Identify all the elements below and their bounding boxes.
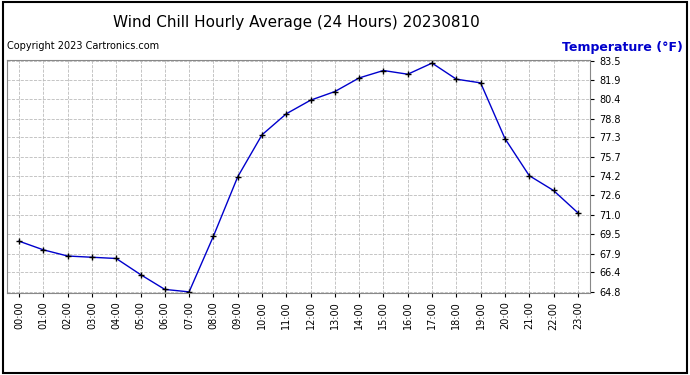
- Text: Wind Chill Hourly Average (24 Hours) 20230810: Wind Chill Hourly Average (24 Hours) 202…: [113, 15, 480, 30]
- Text: Temperature (°F): Temperature (°F): [562, 41, 683, 54]
- Text: Copyright 2023 Cartronics.com: Copyright 2023 Cartronics.com: [7, 41, 159, 51]
